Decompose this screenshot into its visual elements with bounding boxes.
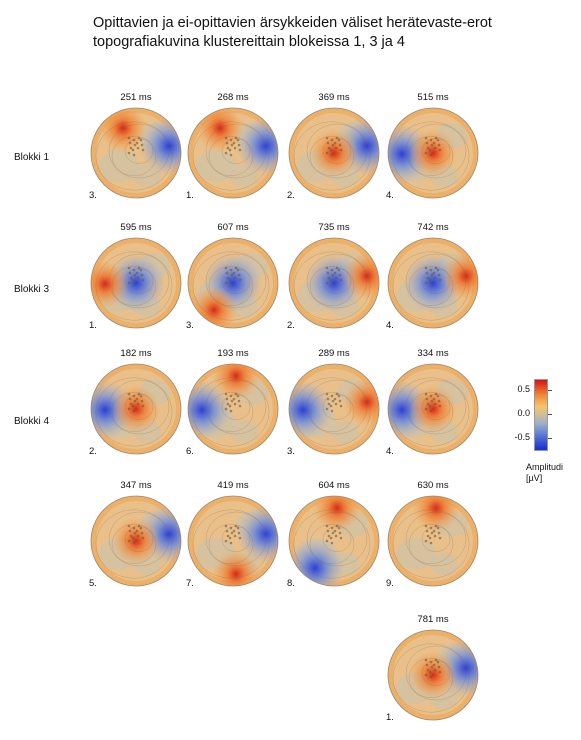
cluster-number: 2. <box>287 190 295 201</box>
cluster-number: 3. <box>186 320 194 331</box>
topomap: 630 ms 9. <box>386 480 480 592</box>
topomap: 419 ms 7. <box>186 480 280 592</box>
topomap: 334 ms 4. <box>386 348 480 460</box>
legend-tick-min: -0.5 <box>514 432 530 442</box>
scalp-topography <box>387 629 479 721</box>
scalp-topography <box>187 363 279 455</box>
topomap-time-label: 607 ms <box>217 222 249 233</box>
topomap: 604 ms 8. <box>287 480 381 592</box>
topomap-time-label: 419 ms <box>217 480 249 491</box>
topomap-time-label: 781 ms <box>417 614 449 625</box>
legend-tick-zero: 0.0 <box>517 408 530 418</box>
topomap: 193 ms 6. <box>186 348 280 460</box>
scalp-topography <box>387 363 479 455</box>
topomap: 347 ms 5. <box>89 480 183 592</box>
color-scale-bar <box>534 379 548 451</box>
cluster-number: 6. <box>186 446 194 457</box>
topomap: 781 ms 1. <box>386 614 480 726</box>
topomap-time-label: 347 ms <box>120 480 152 491</box>
legend-tick-mark <box>548 438 552 439</box>
topomap-time-label: 369 ms <box>318 92 350 103</box>
cluster-number: 9. <box>386 578 394 589</box>
topomap-time-label: 630 ms <box>417 480 449 491</box>
legend-tick-max: 0.5 <box>517 384 530 394</box>
topomap: 735 ms 2. <box>287 222 381 334</box>
cluster-number: 1. <box>89 320 97 331</box>
topomap: 369 ms 2. <box>287 92 381 204</box>
topomap-time-label: 251 ms <box>120 92 152 103</box>
legend-tick-mark <box>548 414 552 415</box>
topomap-time-label: 515 ms <box>417 92 449 103</box>
scalp-topography <box>187 495 279 587</box>
cluster-number: 7. <box>186 578 194 589</box>
cluster-number: 8. <box>287 578 295 589</box>
scalp-topography <box>187 237 279 329</box>
topomap: 182 ms 2. <box>89 348 183 460</box>
scalp-topography <box>387 495 479 587</box>
cluster-number: 4. <box>386 446 394 457</box>
title-line-2: topografiakuvina klustereittain blokeiss… <box>93 34 405 50</box>
scalp-topography <box>288 107 380 199</box>
legend-label-line-1: Amplitudi <box>526 462 564 472</box>
color-scale-legend: 0.5 0.0 -0.5 Amplitudi [µV] <box>508 379 578 489</box>
scalp-topography <box>288 237 380 329</box>
topomap-time-label: 604 ms <box>318 480 350 491</box>
cluster-number: 4. <box>386 320 394 331</box>
row-label-blokki-3: Blokki 3 <box>14 284 50 295</box>
cluster-number: 5. <box>89 578 97 589</box>
cluster-number: 2. <box>89 446 97 457</box>
scalp-topography <box>288 495 380 587</box>
topomap-time-label: 334 ms <box>417 348 449 359</box>
scalp-topography <box>387 107 479 199</box>
title-line-1: Opittavien ja ei-opittavien ärsykkeiden … <box>93 15 492 31</box>
row-label-blokki-1: Blokki 1 <box>14 152 50 163</box>
cluster-number: 1. <box>186 190 194 201</box>
topomap-time-label: 289 ms <box>318 348 350 359</box>
topomap: 742 ms 4. <box>386 222 480 334</box>
legend-label-line-2: [µV] <box>526 473 543 483</box>
scalp-topography <box>288 363 380 455</box>
figure-title: Opittavien ja ei-opittavien ärsykkeiden … <box>93 14 563 52</box>
scalp-topography <box>187 107 279 199</box>
scalp-topography <box>90 363 182 455</box>
cluster-number: 2. <box>287 320 295 331</box>
topomap: 515 ms 4. <box>386 92 480 204</box>
topomap-time-label: 182 ms <box>120 348 152 359</box>
topomap: 268 ms 1. <box>186 92 280 204</box>
scalp-topography <box>90 107 182 199</box>
cluster-number: 3. <box>287 446 295 457</box>
cluster-number: 1. <box>386 712 394 723</box>
legend-tick-mark <box>548 390 552 391</box>
topomap-time-label: 742 ms <box>417 222 449 233</box>
scalp-topography <box>90 495 182 587</box>
cluster-number: 4. <box>386 190 394 201</box>
scalp-topography <box>387 237 479 329</box>
legend-label: Amplitudi [µV] <box>526 462 563 484</box>
topomap-time-label: 735 ms <box>318 222 350 233</box>
topomap-time-label: 193 ms <box>217 348 249 359</box>
topomap-time-label: 268 ms <box>217 92 249 103</box>
topomap: 289 ms 3. <box>287 348 381 460</box>
topomap: 595 ms 1. <box>89 222 183 334</box>
cluster-number: 3. <box>89 190 97 201</box>
scalp-topography <box>90 237 182 329</box>
topomap: 251 ms 3. <box>89 92 183 204</box>
row-label-blokki-4: Blokki 4 <box>14 416 50 427</box>
topomap: 607 ms 3. <box>186 222 280 334</box>
topomap-time-label: 595 ms <box>120 222 152 233</box>
